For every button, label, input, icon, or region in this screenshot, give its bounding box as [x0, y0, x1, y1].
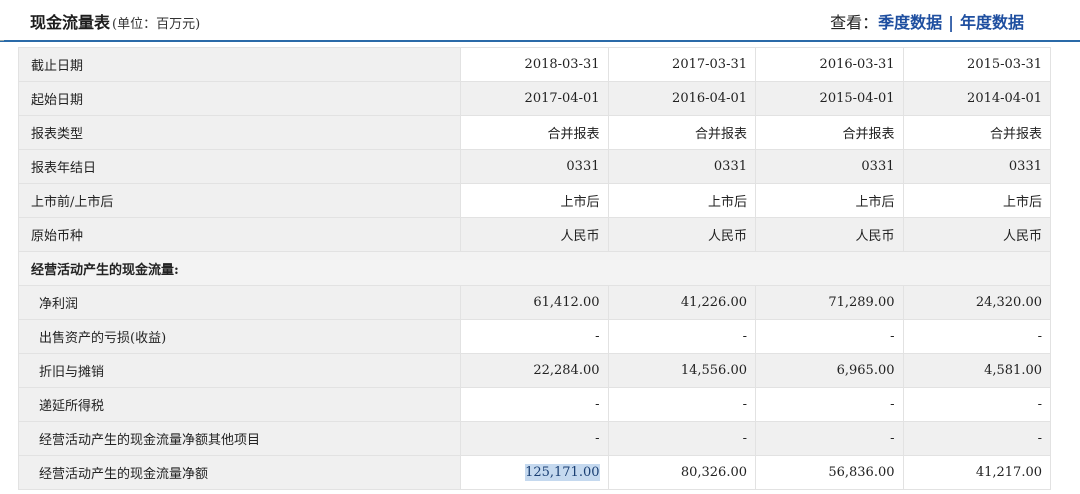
cell-value: - [902, 387, 1051, 422]
table-row: 折旧与摊销 22,284.00 14,556.00 6,965.00 4,581… [18, 353, 1051, 388]
cell-value: - [607, 421, 756, 456]
cell-value: 合并报表 [755, 115, 904, 150]
cell-value: 合并报表 [607, 115, 756, 150]
cash-flow-table-container: 截止日期 2018-03-31 2017-03-31 2016-03-31 20… [18, 47, 1051, 491]
cell-value: 2015-03-31 [902, 47, 1051, 82]
view-switch: 查看：季度数据 | 年度数据 [830, 9, 1024, 33]
cell-value: 41,217.00 [902, 455, 1051, 490]
cell-value: 2018-03-31 [460, 47, 609, 82]
row-label: 上市前/上市后 [18, 183, 461, 218]
cell-value: 上市后 [607, 183, 756, 218]
cell-value: 80,326.00 [607, 455, 756, 490]
cell-value: - [902, 421, 1051, 456]
cell-value: 人民币 [607, 217, 756, 252]
table-row: 净利润 61,412.00 41,226.00 71,289.00 24,320… [18, 285, 1051, 320]
cell-value: 0331 [755, 149, 904, 184]
cell-value: 2016-04-01 [607, 81, 756, 116]
cell-value: 6,965.00 [755, 353, 904, 388]
table-row: 报表年结日 0331 0331 0331 0331 [18, 149, 1051, 184]
table-row: 截止日期 2018-03-31 2017-03-31 2016-03-31 20… [18, 47, 1051, 82]
cell-value: 14,556.00 [607, 353, 756, 388]
section-header-row: 经营活动产生的现金流量: [18, 251, 1051, 286]
table-row: 报表类型 合并报表 合并报表 合并报表 合并报表 [18, 115, 1051, 150]
cell-value: 合并报表 [460, 115, 609, 150]
cell-value: 2017-03-31 [607, 47, 756, 82]
title-text: 现金流量表 [30, 13, 111, 32]
cell-value: 2017-04-01 [460, 81, 609, 116]
section-label: 经营活动产生的现金流量: [18, 251, 1051, 286]
cell-value: - [607, 387, 756, 422]
cell-value: - [755, 421, 904, 456]
cell-value: 人民币 [902, 217, 1051, 252]
cell-value: 24,320.00 [902, 285, 1051, 320]
view-label: 查看： [830, 13, 879, 32]
cell-value: - [755, 387, 904, 422]
cell-value: 0331 [460, 149, 609, 184]
cell-value: 2014-04-01 [902, 81, 1051, 116]
cell-value: 22,284.00 [460, 353, 609, 388]
row-label: 截止日期 [18, 47, 461, 82]
cell-value: 2015-04-01 [755, 81, 904, 116]
row-label: 递延所得税 [18, 387, 461, 422]
cell-value: 71,289.00 [755, 285, 904, 320]
cell-value: - [460, 319, 609, 354]
table-row: 出售资产的亏损(收益) - - - - [18, 319, 1051, 354]
cell-value: 0331 [607, 149, 756, 184]
view-separator: | [948, 13, 954, 32]
cell-value-highlighted[interactable]: 125,171.00 [460, 455, 609, 490]
cell-value: 41,226.00 [607, 285, 756, 320]
row-label: 原始币种 [18, 217, 461, 252]
left-divider [0, 40, 4, 41]
cash-flow-table: 截止日期 2018-03-31 2017-03-31 2016-03-31 20… [18, 47, 1051, 490]
table-row: 上市前/上市后 上市后 上市后 上市后 上市后 [18, 183, 1051, 218]
cell-value: 上市后 [755, 183, 904, 218]
cell-value: 56,836.00 [755, 455, 904, 490]
table-row: 经营活动产生的现金流量净额 125,171.00 80,326.00 56,83… [18, 455, 1051, 490]
row-label: 折旧与摊销 [18, 353, 461, 388]
cell-value: - [607, 319, 756, 354]
table-row: 起始日期 2017-04-01 2016-04-01 2015-04-01 20… [18, 81, 1051, 116]
cell-value: 人民币 [460, 217, 609, 252]
cell-value: - [755, 319, 904, 354]
cell-value: 0331 [902, 149, 1051, 184]
row-label: 经营活动产生的现金流量净额 [18, 455, 461, 490]
row-label: 净利润 [18, 285, 461, 320]
cell-value: - [902, 319, 1051, 354]
cell-value: 4,581.00 [902, 353, 1051, 388]
table-row: 递延所得税 - - - - [18, 387, 1051, 422]
quarterly-data-link[interactable]: 季度数据 [878, 13, 943, 32]
table-row: 原始币种 人民币 人民币 人民币 人民币 [18, 217, 1051, 252]
unit-label: (单位：百万元) [112, 17, 201, 32]
table-row: 经营活动产生的现金流量净额其他项目 - - - - [18, 421, 1051, 456]
cell-value: 2016-03-31 [755, 47, 904, 82]
cell-value: - [460, 387, 609, 422]
row-label: 经营活动产生的现金流量净额其他项目 [18, 421, 461, 456]
annual-data-link[interactable]: 年度数据 [959, 13, 1024, 32]
row-label: 报表类型 [18, 115, 461, 150]
row-label: 报表年结日 [18, 149, 461, 184]
cell-value: - [460, 421, 609, 456]
cell-value: 人民币 [755, 217, 904, 252]
row-label: 起始日期 [18, 81, 461, 116]
cell-value: 61,412.00 [460, 285, 609, 320]
cell-value: 合并报表 [902, 115, 1051, 150]
selected-text[interactable]: 125,171.00 [525, 464, 600, 481]
cell-value: 上市后 [460, 183, 609, 218]
cell-value: 上市后 [902, 183, 1051, 218]
page-title: 现金流量表 (单位：百万元) [30, 9, 200, 33]
row-label: 出售资产的亏损(收益) [18, 319, 461, 354]
report-header: 现金流量表 (单位：百万元) 查看：季度数据 | 年度数据 [0, 0, 1080, 42]
